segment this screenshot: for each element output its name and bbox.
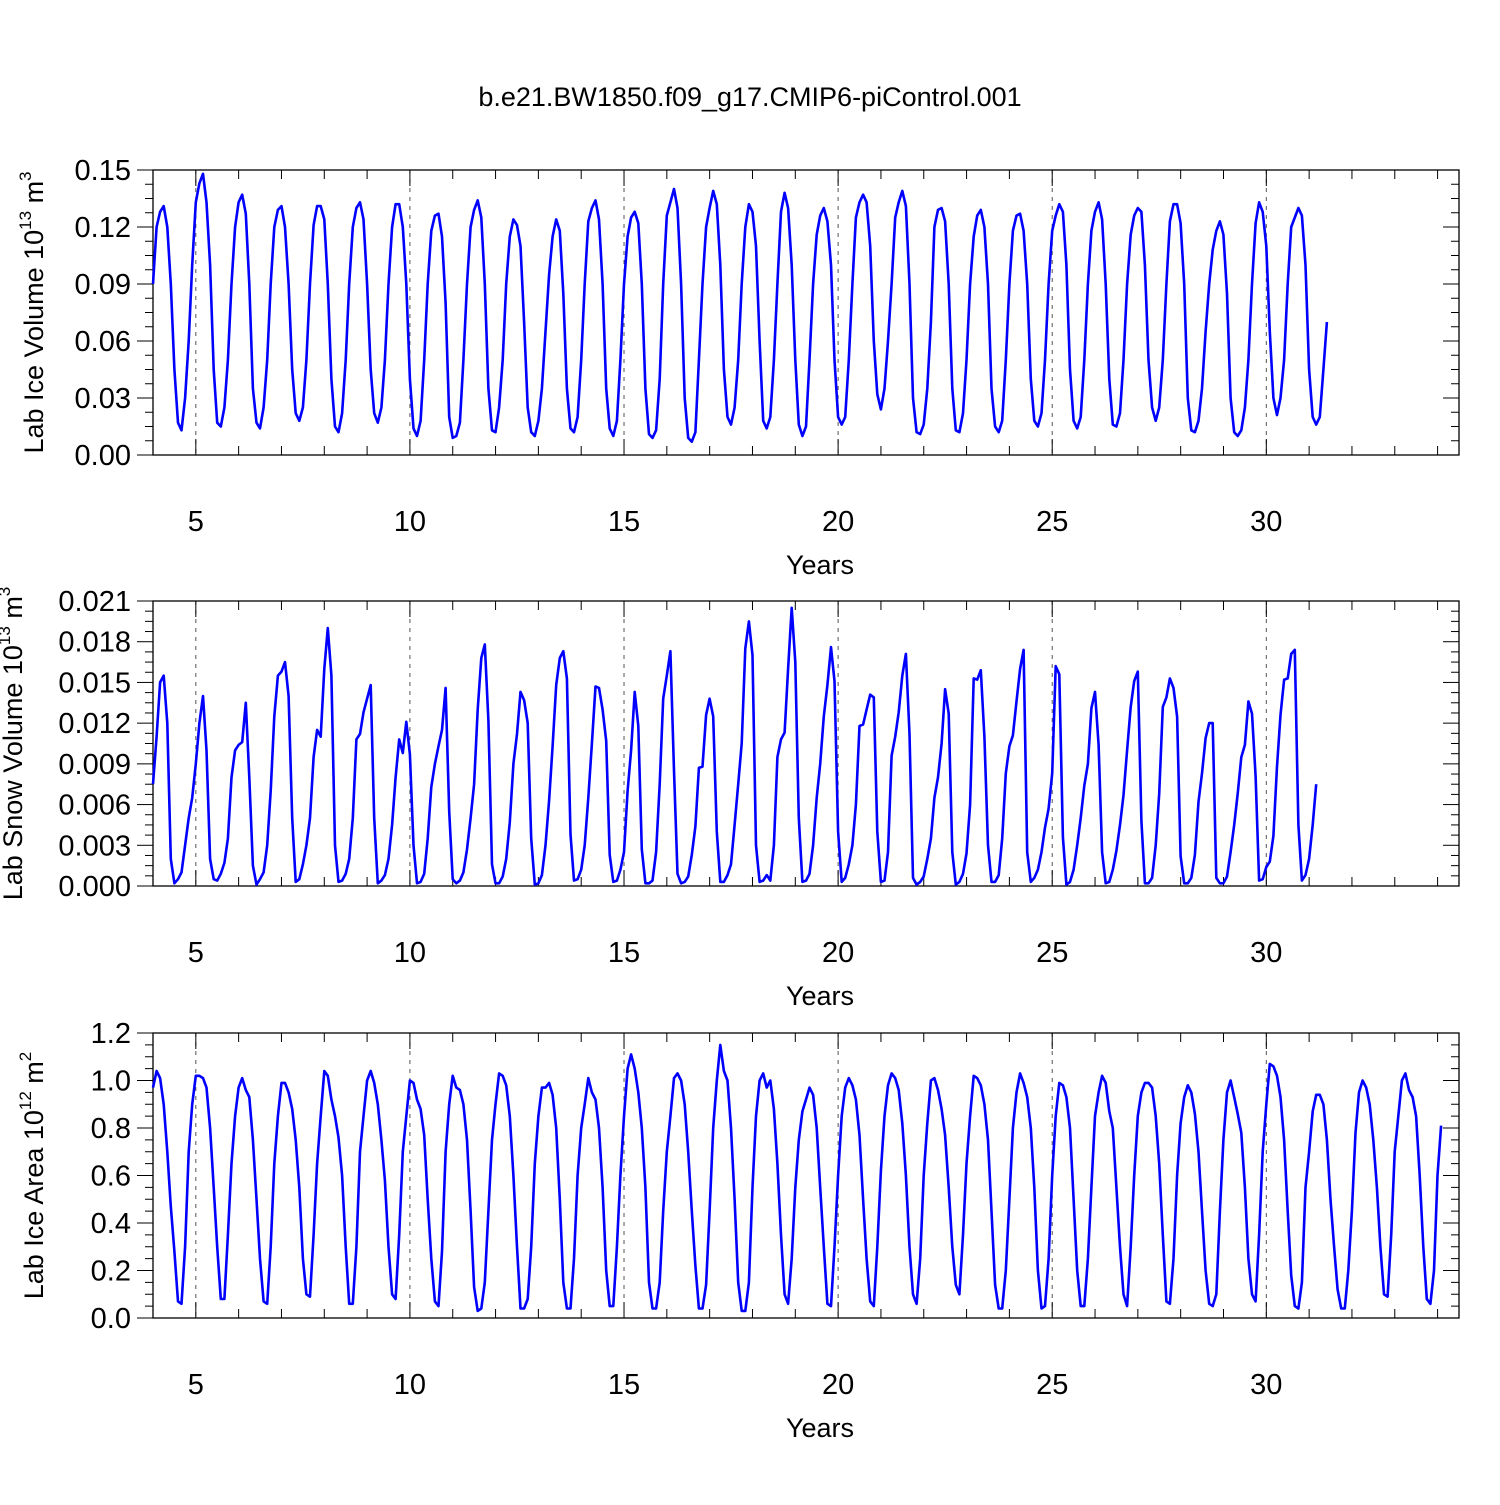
y-tick-label: 0.015 — [58, 667, 131, 699]
x-tick-label: 25 — [1036, 937, 1068, 969]
y-tick-label: 0.2 — [91, 1256, 131, 1288]
series-line — [151, 172, 1329, 444]
x-tick-label: 15 — [608, 506, 640, 538]
x-tick-label: 5 — [188, 937, 204, 969]
chart-title: b.e21.BW1850.f09_g17.CMIP6-piControl.001 — [478, 82, 1021, 112]
y-axis-title: Lab Snow Volume 1013 m3 — [0, 587, 28, 901]
y-tick-label: 0.012 — [58, 708, 131, 740]
y-tick-label: 1.2 — [91, 1018, 131, 1050]
chart-panel-2: 0.000 0.003 0.006 0.009 0.012 0.015 0.018 0.021… — [0, 586, 1460, 1011]
y-tick-label: 0.009 — [58, 749, 131, 781]
y-tick-label: 0.12 — [75, 212, 131, 244]
series-line — [151, 606, 1318, 886]
y-tick-label: 1.0 — [91, 1066, 131, 1098]
y-tick-label: 0.0 — [91, 1303, 131, 1335]
x-tick-label: 10 — [394, 506, 426, 538]
x-tick-label: 25 — [1036, 506, 1068, 538]
x-tick-label: 15 — [608, 1369, 640, 1401]
y-tick-label: 0.00 — [75, 440, 131, 472]
x-axis-title: Years — [786, 550, 854, 580]
y-axis-title: Lab Ice Area 1012 m2 — [16, 1052, 49, 1300]
x-tick-label: 20 — [822, 937, 854, 969]
y-tick-label: 0.15 — [75, 155, 131, 187]
x-axis-title: Years — [786, 1413, 854, 1443]
x-tick-label: 30 — [1250, 506, 1282, 538]
y-tick-label: 0.003 — [58, 830, 131, 862]
x-tick-label: 10 — [394, 937, 426, 969]
x-tick-label: 5 — [188, 1369, 204, 1401]
y-tick-label: 0.018 — [58, 627, 131, 659]
x-tick-label: 20 — [822, 506, 854, 538]
y-tick-label: 0.03 — [75, 383, 131, 415]
x-tick-label: 15 — [608, 937, 640, 969]
x-tick-label: 20 — [822, 1369, 854, 1401]
plot-frame — [152, 600, 1460, 887]
y-tick-label: 0.8 — [91, 1113, 131, 1145]
y-tick-label: 0.6 — [91, 1161, 131, 1193]
plot-frame — [152, 1032, 1460, 1319]
chart-panel-1: 0.00 0.03 0.06 0.09 0.12 0.15 5 10 15 20 25 30 Years… — [16, 155, 1460, 580]
y-tick-label: 0.021 — [58, 586, 131, 618]
y-tick-label: 0.006 — [58, 790, 131, 822]
x-tick-label: 25 — [1036, 1369, 1068, 1401]
x-tick-label: 30 — [1250, 1369, 1282, 1401]
y-tick-label: 0.4 — [91, 1208, 131, 1240]
x-tick-label: 5 — [188, 506, 204, 538]
y-tick-label: 0.000 — [58, 871, 131, 903]
y-axis-title: Lab Ice Volume 1013 m3 — [16, 171, 49, 453]
x-tick-label: 10 — [394, 1369, 426, 1401]
x-tick-label: 30 — [1250, 937, 1282, 969]
y-tick-label: 0.09 — [75, 269, 131, 301]
chart-panel-3: 0.0 0.2 0.4 0.6 0.8 1.0 1.2 5 10 15 20 25 30 Years Lab… — [16, 1018, 1460, 1443]
series-line — [151, 1043, 1443, 1313]
y-tick-label: 0.06 — [75, 326, 131, 358]
x-axis-title: Years — [786, 981, 854, 1011]
